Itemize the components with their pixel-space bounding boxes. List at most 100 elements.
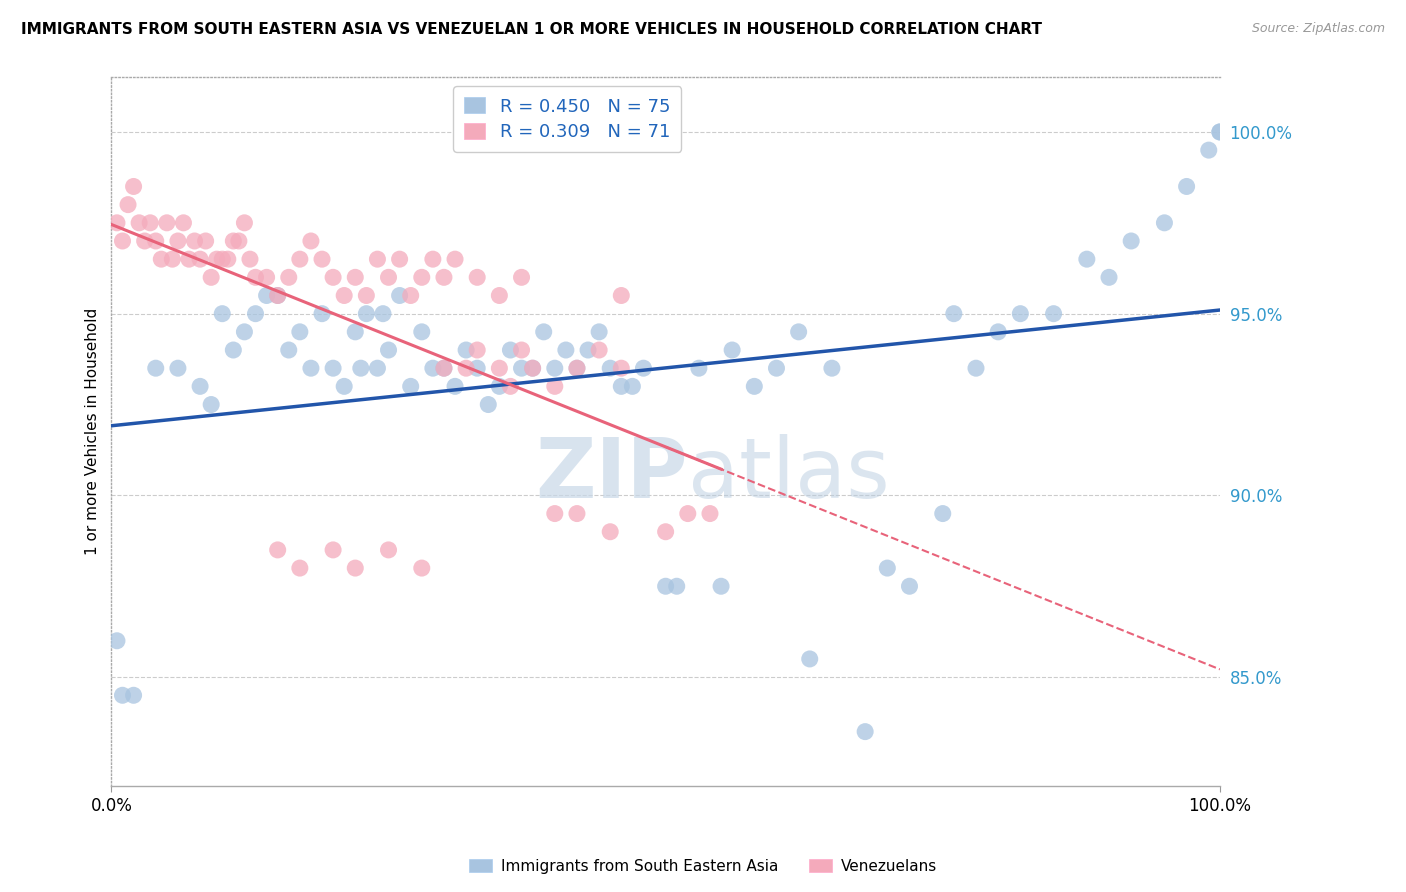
Point xyxy=(599,361,621,376)
Point xyxy=(322,361,344,376)
Point xyxy=(444,379,467,393)
Point xyxy=(399,379,422,393)
Point xyxy=(942,307,965,321)
Point xyxy=(654,579,676,593)
Point xyxy=(654,524,676,539)
Point xyxy=(522,361,544,376)
Point xyxy=(876,561,898,575)
Point xyxy=(134,234,156,248)
Point xyxy=(322,270,344,285)
Point xyxy=(322,542,344,557)
Point xyxy=(477,398,499,412)
Point xyxy=(105,633,128,648)
Point xyxy=(245,307,267,321)
Point xyxy=(411,561,433,575)
Point xyxy=(610,288,633,302)
Text: Source: ZipAtlas.com: Source: ZipAtlas.com xyxy=(1251,22,1385,36)
Point xyxy=(965,361,987,376)
Point xyxy=(122,688,145,702)
Text: atlas: atlas xyxy=(688,434,890,515)
Point xyxy=(311,307,333,321)
Point xyxy=(222,343,245,357)
Point xyxy=(162,252,184,267)
Point xyxy=(366,252,388,267)
Point xyxy=(1153,216,1175,230)
Point xyxy=(333,288,356,302)
Point xyxy=(544,379,567,393)
Point xyxy=(544,507,567,521)
Point xyxy=(456,343,478,357)
Point xyxy=(205,252,228,267)
Point xyxy=(239,252,262,267)
Point xyxy=(465,361,488,376)
Point xyxy=(150,252,173,267)
Point xyxy=(821,361,844,376)
Point xyxy=(533,325,555,339)
Point xyxy=(433,270,456,285)
Point xyxy=(122,179,145,194)
Point xyxy=(588,343,610,357)
Point xyxy=(266,288,288,302)
Point xyxy=(898,579,921,593)
Legend: R = 0.450   N = 75, R = 0.309   N = 71: R = 0.450 N = 75, R = 0.309 N = 71 xyxy=(453,87,682,152)
Point xyxy=(188,252,211,267)
Point xyxy=(117,197,139,211)
Point xyxy=(200,398,222,412)
Point xyxy=(156,216,179,230)
Point xyxy=(522,361,544,376)
Point xyxy=(366,361,388,376)
Point xyxy=(299,361,322,376)
Point xyxy=(422,361,444,376)
Point xyxy=(1175,179,1198,194)
Point xyxy=(1209,125,1232,139)
Point xyxy=(288,252,311,267)
Point xyxy=(105,216,128,230)
Point xyxy=(710,579,733,593)
Point xyxy=(377,343,399,357)
Point xyxy=(177,252,200,267)
Point xyxy=(676,507,699,521)
Point xyxy=(350,361,373,376)
Point xyxy=(377,270,399,285)
Point xyxy=(633,361,655,376)
Point xyxy=(721,343,744,357)
Point xyxy=(699,507,721,521)
Point xyxy=(554,343,576,357)
Point xyxy=(465,343,488,357)
Point xyxy=(422,252,444,267)
Point xyxy=(211,252,233,267)
Point xyxy=(588,325,610,339)
Point xyxy=(799,652,821,666)
Point xyxy=(211,307,233,321)
Point xyxy=(194,234,217,248)
Point xyxy=(228,234,250,248)
Point xyxy=(256,288,278,302)
Point xyxy=(167,361,190,376)
Point xyxy=(256,270,278,285)
Point xyxy=(288,325,311,339)
Point xyxy=(233,216,256,230)
Point xyxy=(565,361,588,376)
Point xyxy=(266,542,288,557)
Point xyxy=(510,270,533,285)
Point xyxy=(128,216,150,230)
Point xyxy=(388,252,411,267)
Point xyxy=(1198,143,1220,157)
Point xyxy=(987,325,1010,339)
Point xyxy=(444,252,467,267)
Point xyxy=(465,270,488,285)
Point xyxy=(488,379,510,393)
Point xyxy=(222,234,245,248)
Point xyxy=(288,561,311,575)
Point xyxy=(344,561,367,575)
Point xyxy=(217,252,239,267)
Point xyxy=(565,361,588,376)
Point xyxy=(188,379,211,393)
Point xyxy=(488,288,510,302)
Point xyxy=(111,688,134,702)
Point xyxy=(510,361,533,376)
Point xyxy=(1209,125,1232,139)
Point xyxy=(499,379,522,393)
Point xyxy=(433,361,456,376)
Point xyxy=(277,270,299,285)
